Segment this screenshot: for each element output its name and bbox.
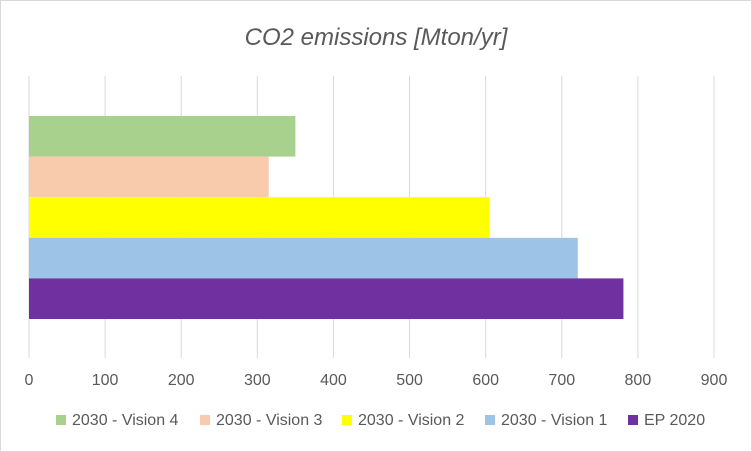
bars — [29, 116, 624, 319]
legend-label: 2030 - Vision 2 — [358, 412, 465, 429]
bar — [29, 116, 296, 157]
legend-label: 2030 - Vision 4 — [72, 412, 179, 429]
legend-swatch — [485, 415, 495, 425]
legend-label: 2030 - Vision 1 — [501, 412, 608, 429]
bar — [29, 156, 269, 198]
bar — [29, 197, 490, 238]
x-tick-label: 500 — [396, 372, 423, 389]
legend-swatch — [628, 415, 638, 425]
x-tick-label: 300 — [244, 372, 271, 389]
bar — [29, 278, 624, 319]
x-tick-label: 800 — [625, 372, 652, 389]
x-tick-label: 600 — [472, 372, 499, 389]
legend: 2030 - Vision 4 2030 - Vision 3 2030 - Vis… — [56, 412, 705, 429]
bar — [29, 237, 578, 279]
x-tick-label: 0 — [25, 372, 34, 389]
x-axis-ticks: 0 100 200 300 400 500 600 700 800 900 — [25, 372, 728, 389]
legend-label: EP 2020 — [644, 412, 705, 429]
x-tick-label: 900 — [701, 372, 728, 389]
x-tick-label: 400 — [320, 372, 347, 389]
legend-swatch — [342, 415, 352, 425]
x-tick-label: 200 — [168, 372, 195, 389]
legend-swatch — [56, 415, 66, 425]
chart-title: CO2 emissions [Mton/yr] — [245, 24, 509, 51]
legend-label: 2030 - Vision 3 — [216, 412, 323, 429]
x-tick-label: 700 — [548, 372, 575, 389]
x-tick-label: 100 — [92, 372, 119, 389]
legend-swatch — [200, 415, 210, 425]
